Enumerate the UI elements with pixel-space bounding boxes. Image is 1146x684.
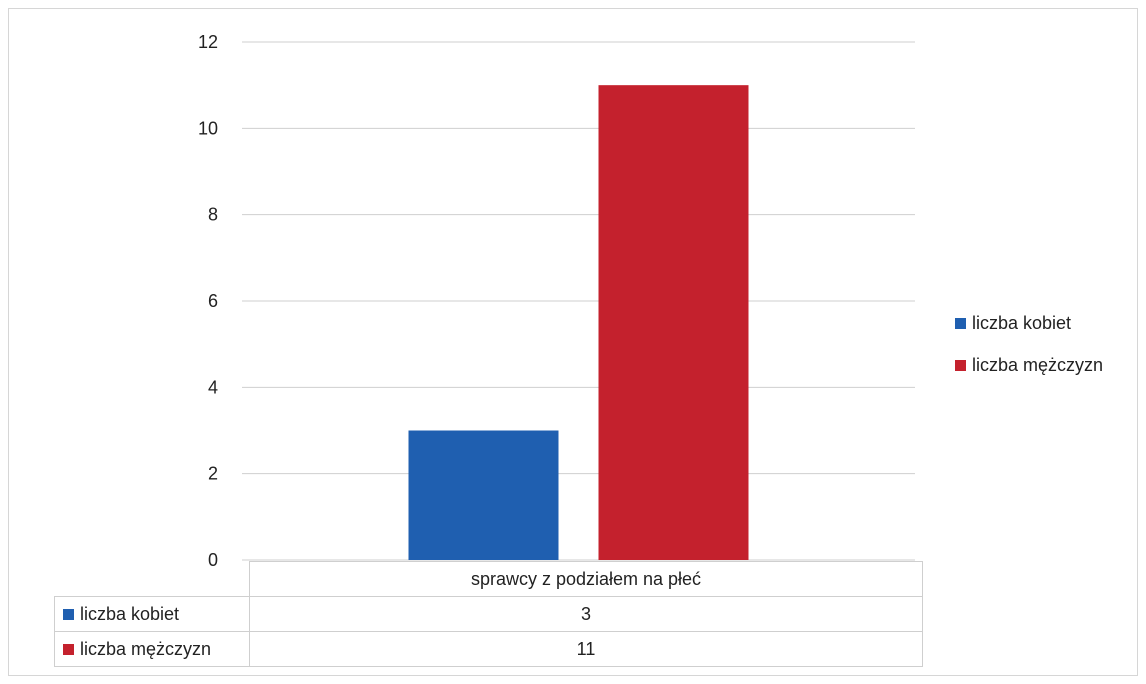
legend-item-kobiet: liczba kobiet (955, 310, 1103, 336)
table-swatch-kobiet (63, 609, 74, 621)
table-row-label: liczba kobiet (54, 596, 250, 632)
table-category-header: sprawcy z podziałem na płeć (249, 561, 923, 597)
legend-label-kobiet: liczba kobiet (972, 312, 1072, 333)
table-row-label: liczba mężczyzn (54, 631, 250, 667)
table-row-label-text: liczba mężczyzn (80, 638, 212, 659)
legend-swatch-mezczyzn (955, 359, 966, 371)
y-tick-label: 8 (208, 205, 218, 225)
legend-item-mezczyzn: liczba mężczyzn (955, 352, 1103, 378)
y-tick-label: 6 (208, 291, 218, 311)
table-header-row: sprawcy z podziałem na płeć (54, 561, 923, 597)
bar-mezczyzn (598, 85, 749, 561)
table-swatch-mezczyzn (63, 644, 74, 656)
data-table: sprawcy z podziałem na płeć liczba kobie… (54, 561, 923, 667)
y-tick-label: 0 (208, 550, 218, 570)
table-cell-value: 3 (249, 596, 923, 632)
legend-swatch-kobiet (955, 317, 966, 329)
table-cell-value: 11 (249, 631, 923, 667)
bar-kobiet (408, 430, 559, 560)
y-tick-label: 12 (198, 32, 218, 52)
y-tick-label: 10 (198, 118, 218, 138)
table-row: liczba kobiet 3 (54, 596, 923, 632)
table-row-label-text: liczba kobiet (80, 603, 180, 624)
y-tick-label: 4 (208, 377, 218, 397)
legend-label-mezczyzn: liczba mężczyzn (972, 354, 1104, 375)
legend: liczba kobiet liczba mężczyzn (955, 310, 1103, 394)
table-row: liczba mężczyzn 11 (54, 631, 923, 667)
table-corner (54, 561, 250, 597)
y-tick-label: 2 (208, 464, 218, 484)
